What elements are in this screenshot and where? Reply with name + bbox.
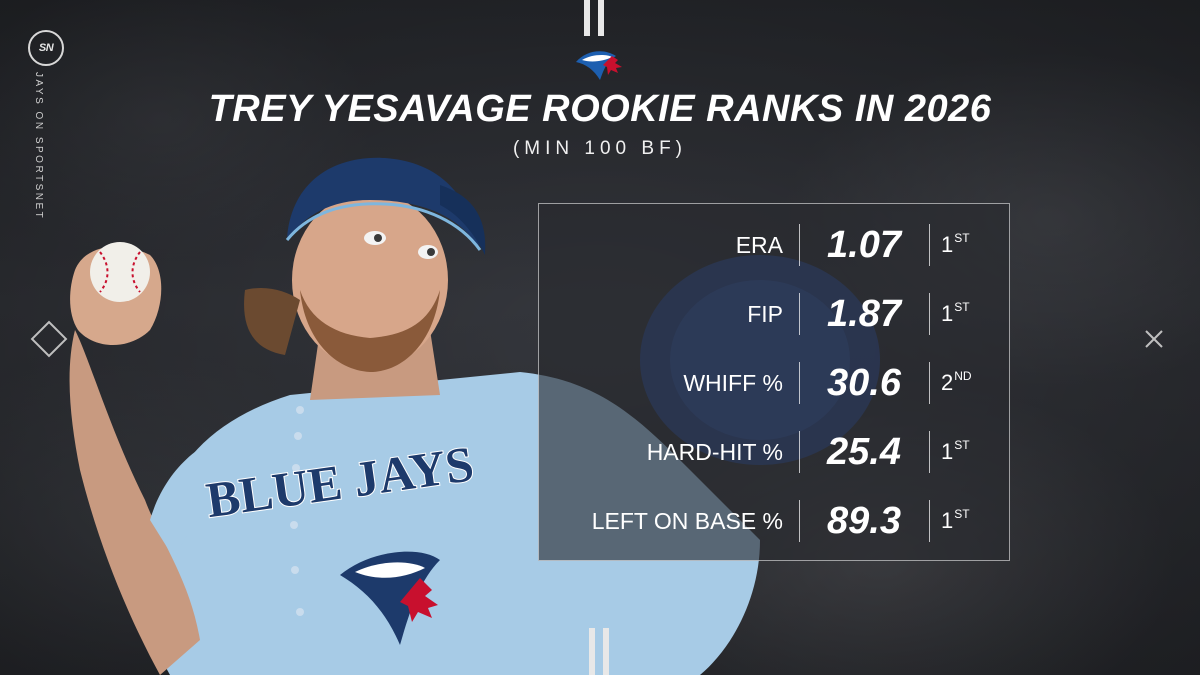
stat-value: 1.07	[827, 224, 901, 266]
stat-label: FIP	[747, 301, 783, 327]
stat-row-hard-hit: HARD-HIT % 25.4 1ST	[539, 429, 1011, 475]
top-divider-bars	[584, 0, 604, 36]
stat-rank: 1ST	[941, 222, 970, 268]
sportsnet-logo-text: SN	[38, 42, 54, 54]
column-divider	[799, 431, 800, 473]
page-title: TREY YESAVAGE ROOKIE RANKS IN 2026	[208, 88, 992, 130]
blue-jays-logo-icon	[576, 51, 622, 80]
column-divider	[929, 362, 930, 404]
stat-label: ERA	[735, 232, 783, 258]
stat-value: 25.4	[827, 431, 901, 473]
stat-label: WHIFF %	[683, 370, 783, 396]
stat-rank-suffix: ND	[954, 369, 972, 383]
column-divider	[799, 500, 800, 542]
stat-label: HARD-HIT %	[646, 439, 783, 465]
stat-rank: 2ND	[941, 360, 972, 406]
stat-rank-number: 1	[941, 508, 954, 533]
column-divider	[799, 293, 800, 335]
page-subtitle: (MIN 100 BF)	[512, 138, 688, 159]
stat-value: 1.87	[827, 293, 901, 335]
stat-rank-suffix: ST	[954, 300, 970, 314]
stat-rank-number: 1	[941, 301, 954, 326]
stat-rank: 1ST	[941, 498, 970, 544]
x-mark-icon	[1145, 330, 1163, 348]
stats-table: ERA 1.07 1ST FIP 1.87 1ST WHIFF % 30.6 2…	[538, 203, 1010, 561]
column-divider	[929, 224, 930, 266]
stat-row-era: ERA 1.07 1ST	[539, 222, 1011, 268]
stat-label: LEFT ON BASE %	[591, 508, 783, 534]
column-divider	[799, 224, 800, 266]
column-divider	[799, 362, 800, 404]
stat-row-whiff: WHIFF % 30.6 2ND	[539, 360, 1011, 406]
stat-rank: 1ST	[941, 291, 970, 337]
stat-rank-suffix: ST	[954, 438, 970, 452]
column-divider	[929, 293, 930, 335]
stat-value: 89.3	[827, 500, 901, 542]
bottom-divider-bars	[589, 628, 609, 675]
stat-row-left-on-base: LEFT ON BASE % 89.3 1ST	[539, 498, 1011, 544]
stat-row-fip: FIP 1.87 1ST	[539, 291, 1011, 337]
column-divider	[929, 431, 930, 473]
stat-rank-suffix: ST	[954, 231, 970, 245]
stat-rank-number: 1	[941, 232, 954, 257]
stat-rank-number: 2	[941, 370, 954, 395]
column-divider	[929, 500, 930, 542]
stat-rank-suffix: ST	[954, 507, 970, 521]
sportsnet-logo: SN	[28, 30, 64, 66]
stat-rank: 1ST	[941, 429, 970, 475]
svg-text:BLUE JAYS: BLUE JAYS	[203, 435, 477, 528]
stat-value: 30.6	[827, 362, 901, 404]
stat-rank-number: 1	[941, 439, 954, 464]
network-vertical-label: JAYS ON SPORTSNET	[33, 72, 44, 221]
